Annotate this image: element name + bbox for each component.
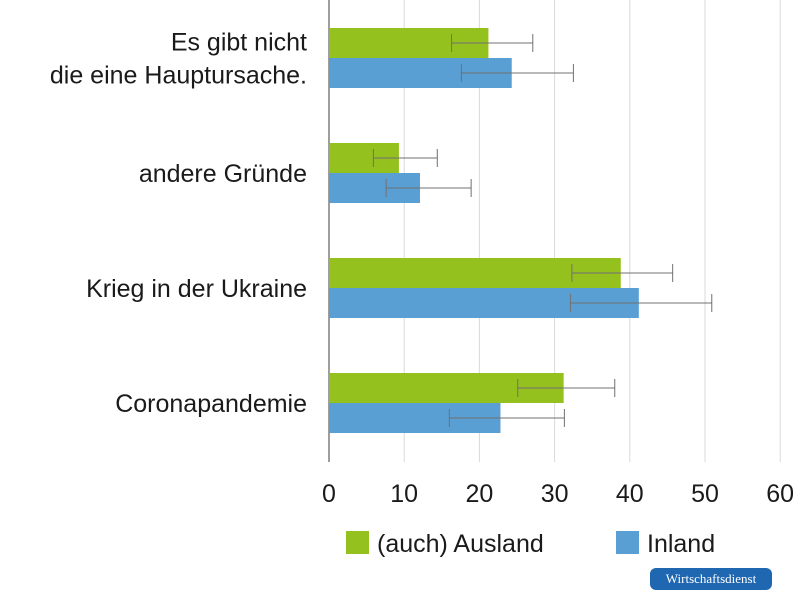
- x-tick-label: 20: [465, 480, 493, 508]
- category-label: andere Gründe: [139, 160, 307, 188]
- legend-label-ausland: (auch) Ausland: [377, 530, 544, 558]
- category-label: Krieg in der Ukraine: [86, 275, 307, 303]
- x-tick-label: 10: [390, 480, 418, 508]
- source-badge: Wirtschaftsdienst: [650, 568, 772, 590]
- legend-swatch-inland: [616, 531, 639, 554]
- category-label: Es gibt nicht: [171, 29, 307, 57]
- x-tick-label: 60: [766, 480, 794, 508]
- legend-label-inland: Inland: [647, 530, 715, 558]
- category-label: Coronapandemie: [115, 390, 307, 418]
- x-tick-label: 30: [541, 480, 569, 508]
- x-tick-label: 0: [322, 480, 336, 508]
- category-label: die eine Hauptursache.: [50, 62, 307, 90]
- x-tick-label: 40: [616, 480, 644, 508]
- x-tick-label: 50: [691, 480, 719, 508]
- legend-swatch-ausland: [346, 531, 369, 554]
